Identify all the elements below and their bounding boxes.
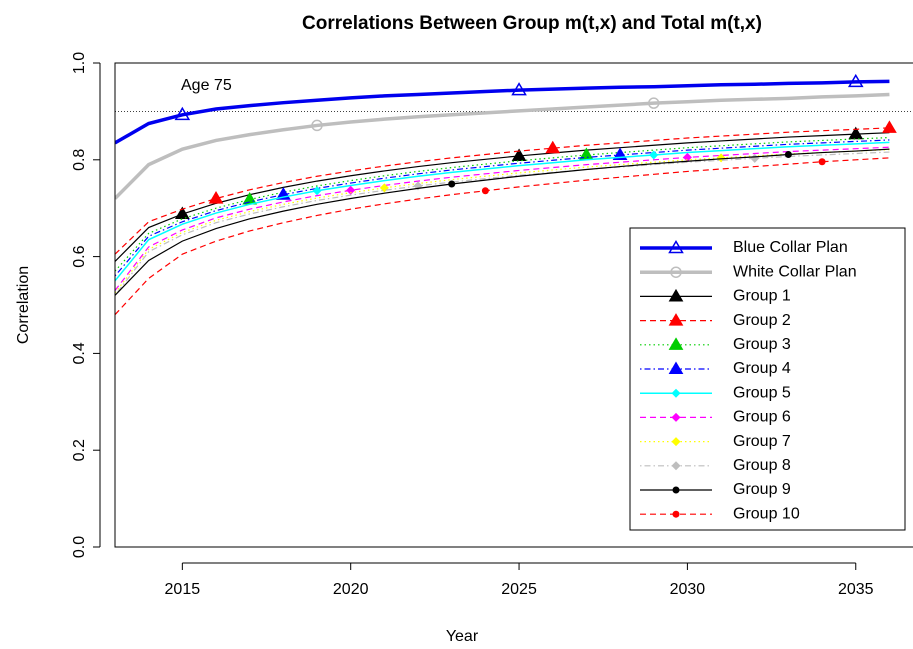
- legend-marker: [668, 288, 684, 302]
- marker: [311, 119, 323, 132]
- legend-label: Group 9: [733, 481, 791, 498]
- series-line: [115, 149, 890, 294]
- series-line: [115, 92, 890, 200]
- series-line: [115, 151, 890, 296]
- marker: [312, 186, 322, 196]
- legend-label: White Collar Plan: [733, 263, 857, 280]
- x-tick-label: 2030: [670, 581, 706, 598]
- marker: [818, 158, 826, 166]
- x-tick-label: 2035: [838, 581, 874, 598]
- series-line: [115, 148, 890, 296]
- x-tick-label: 2020: [333, 581, 369, 598]
- legend-box: [629, 227, 906, 531]
- y-tick-label: 0.0: [71, 536, 88, 558]
- annotation: Age 75: [181, 77, 232, 94]
- series-line: [115, 79, 890, 145]
- marker: [174, 106, 191, 121]
- legend-marker: [671, 388, 681, 398]
- marker: [346, 185, 356, 195]
- marker: [545, 140, 561, 154]
- legend-marker: [670, 266, 682, 278]
- legend-marker: [671, 437, 681, 447]
- marker: [511, 148, 527, 161]
- plot-area: [115, 73, 913, 316]
- legend-marker: [672, 486, 680, 494]
- y-tick-label: 0.8: [71, 149, 88, 171]
- legend-label: Group 10: [733, 505, 800, 522]
- series-line: [115, 139, 890, 277]
- y-tick-label: 1.0: [71, 52, 88, 74]
- y-axis-label: Correlation: [15, 266, 32, 344]
- legend-marker: [671, 461, 681, 471]
- marker: [649, 150, 659, 160]
- marker: [882, 120, 897, 133]
- legend-label: Group 1: [733, 288, 791, 305]
- legend-marker: [668, 313, 684, 326]
- marker: [511, 82, 527, 96]
- y-tick-label: 0.4: [71, 342, 88, 364]
- legend-label: Group 8: [733, 457, 791, 474]
- y-tick-label: 0.2: [71, 439, 88, 461]
- legend-label: Group 5: [733, 384, 791, 401]
- marker: [448, 180, 456, 188]
- legend-label: Group 2: [733, 312, 791, 329]
- chart-title: Correlations Between Group m(t,x) and To…: [302, 13, 762, 34]
- series-line: [115, 132, 890, 262]
- legend-label: Group 6: [733, 409, 791, 426]
- marker: [750, 153, 760, 163]
- marker: [647, 97, 660, 109]
- marker: [174, 206, 190, 220]
- plot-frame: [114, 62, 913, 548]
- x-tick-label: 2025: [501, 581, 537, 598]
- series-line: [115, 136, 890, 272]
- legend-marker: [668, 361, 684, 375]
- legend-marker: [668, 337, 684, 350]
- marker: [208, 191, 224, 204]
- legend-label: Blue Collar Plan: [733, 239, 848, 256]
- series-line: [115, 141, 890, 282]
- legend-marker: [671, 412, 681, 422]
- x-tick-label: 2015: [165, 581, 201, 598]
- legend-label: Group 7: [733, 433, 791, 450]
- y-tick-label: 0.6: [71, 245, 88, 267]
- marker: [847, 73, 864, 88]
- marker: [481, 187, 489, 195]
- marker: [784, 150, 792, 158]
- legend-label: Group 3: [733, 336, 791, 353]
- legend-marker: [668, 240, 684, 254]
- marker: [682, 152, 692, 162]
- legend-marker: [672, 510, 680, 518]
- x-axis-label: Year: [446, 628, 479, 645]
- legend-label: Group 4: [733, 360, 791, 377]
- marker: [848, 126, 864, 140]
